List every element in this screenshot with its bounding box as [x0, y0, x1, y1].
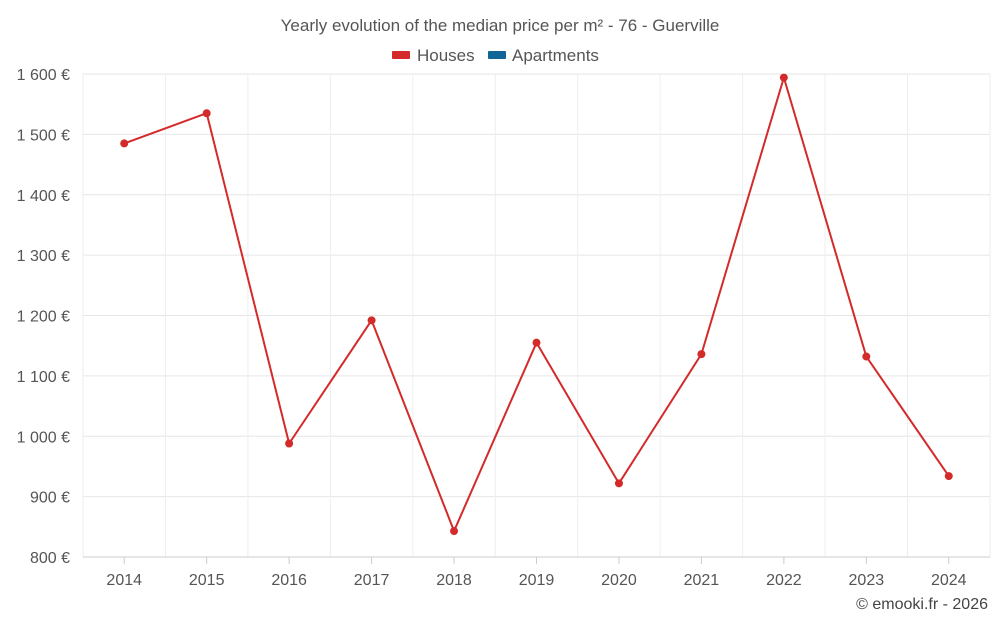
data-point-2022[interactable] [779, 73, 788, 82]
y-tick-label: 1 600 € [17, 67, 70, 84]
y-tick-label: 900 € [30, 490, 70, 507]
series-houses [120, 73, 953, 536]
x-tick-label: 2016 [271, 572, 307, 589]
x-tick-label: 2017 [354, 572, 390, 589]
data-point-2014[interactable] [120, 139, 129, 148]
y-tick-label: 800 € [30, 550, 70, 567]
data-point-2015[interactable] [202, 109, 211, 118]
x-tick-label: 2020 [601, 572, 637, 589]
data-point-2024[interactable] [944, 472, 953, 481]
y-axis: 800 € 900 € 1 000 € 1 100 € 1 200 € 1 300 € 1 … [17, 67, 70, 567]
x-axis: 2014 2015 2016 2017 2018 2019 2020 2021 2022 2023… [83, 556, 990, 589]
y-tick-label: 1 300 € [17, 248, 70, 265]
y-tick-label: 1 500 € [17, 127, 70, 144]
y-tick-label: 1 100 € [17, 369, 70, 386]
y-tick-label: 1 000 € [17, 429, 70, 446]
legend-swatch-apartments [488, 51, 506, 59]
data-point-2017[interactable] [367, 316, 376, 325]
x-tick-label: 2021 [684, 572, 720, 589]
legend-item-apartments[interactable]: Apartments [488, 46, 599, 65]
x-tick-label: 2019 [519, 572, 555, 589]
x-tick-label: 2018 [436, 572, 472, 589]
legend-label-houses: Houses [417, 46, 475, 65]
chart-title: Yearly evolution of the median price per… [281, 16, 720, 35]
credit-text: © emooki.fr - 2026 [856, 596, 988, 613]
x-tick-label: 2024 [931, 572, 967, 589]
data-point-2023[interactable] [862, 352, 871, 361]
data-point-2019[interactable] [532, 338, 541, 347]
x-tick-label: 2022 [766, 572, 802, 589]
gridlines [82, 73, 991, 558]
data-point-2016[interactable] [285, 439, 294, 448]
y-tick-label: 1 200 € [17, 309, 70, 326]
x-tick-label: 2014 [106, 572, 142, 589]
legend-item-houses[interactable]: Houses [392, 46, 475, 65]
legend: Houses Apartments [392, 46, 599, 65]
legend-label-apartments: Apartments [512, 46, 599, 65]
legend-swatch-houses [392, 51, 410, 59]
y-tick-label: 1 400 € [17, 188, 70, 205]
data-point-2020[interactable] [614, 479, 623, 488]
x-tick-label: 2023 [849, 572, 885, 589]
data-point-2018[interactable] [450, 527, 459, 536]
data-point-2021[interactable] [697, 350, 706, 359]
x-tick-label: 2015 [189, 572, 225, 589]
